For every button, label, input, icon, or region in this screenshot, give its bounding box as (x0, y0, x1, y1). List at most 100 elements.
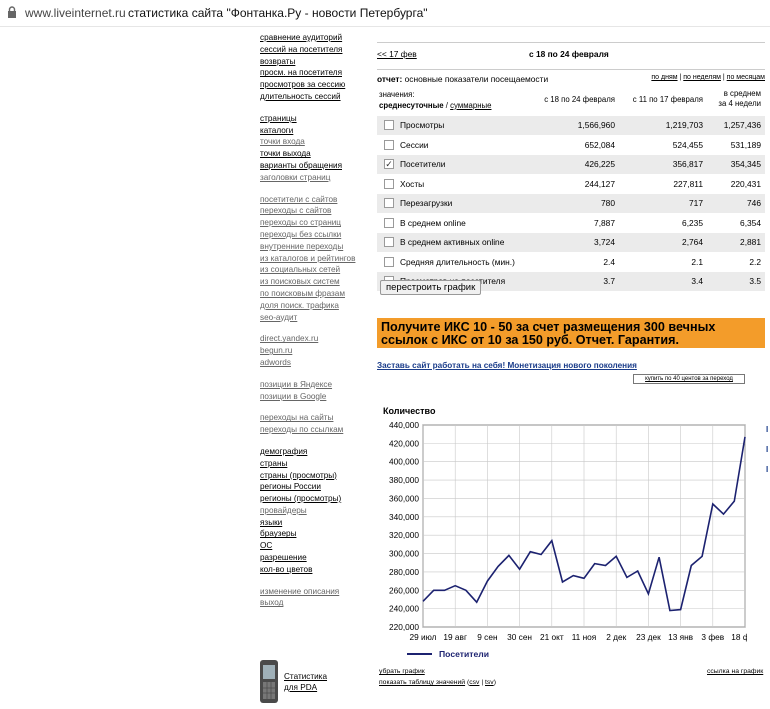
tsv-link[interactable]: tsv (485, 679, 494, 686)
nav-link[interactable]: точки входа (260, 137, 305, 147)
nav-link[interactable]: direct.yandex.ru (260, 334, 319, 344)
row-checkbox[interactable]: ✓ (384, 159, 394, 169)
nav-link[interactable]: seo-аудит (260, 312, 298, 322)
nav-link[interactable]: внутренние переходы (260, 241, 344, 251)
prev-period-link[interactable]: << 17 фев (377, 49, 417, 59)
nav-link[interactable]: сравнение аудиторий (260, 33, 343, 42)
y-tick-label: 300,000 (389, 549, 419, 559)
csv-link[interactable]: csv (469, 679, 480, 686)
address-bar[interactable]: www.liveinternet.ru статистика сайта "Фо… (0, 0, 770, 27)
nav-link[interactable]: переходы на сайты (260, 413, 334, 423)
buy-link[interactable]: купить по 40 центов за переход (633, 374, 745, 384)
nav-link[interactable]: просм. на посетителя (260, 68, 342, 78)
nav-link[interactable]: возвраты (260, 56, 296, 66)
row-checkbox[interactable] (384, 256, 394, 267)
row-checkbox[interactable] (384, 120, 394, 130)
nav-link[interactable]: begun.ru (260, 346, 293, 356)
row-checkbox[interactable] (384, 139, 394, 150)
nav-link[interactable]: посетители с сайтов (260, 194, 338, 204)
nav-group: посетители с сайтов переходы с сайтов пере… (260, 194, 370, 324)
nav-link[interactable]: регионы России (260, 482, 321, 492)
nav-link[interactable]: из каталогов и рейтингов (260, 253, 356, 263)
table-row: Просмотры 1,566,960 1,219,703 1,257,436 (377, 115, 765, 135)
nav-link[interactable]: заголовки страниц (260, 172, 331, 182)
nav-link[interactable]: страны (просмотры) (260, 470, 337, 480)
chart-svg: 220,000 240,000 260,000 280,000 300,000 320,0… (383, 406, 759, 659)
row-checkbox[interactable] (384, 217, 394, 228)
nav-link[interactable]: демография (260, 446, 308, 456)
hide-chart-link[interactable]: убрать график (379, 668, 425, 675)
nav-link[interactable]: доля поиск. трафика (260, 300, 339, 310)
nav-link[interactable]: провайдеры (260, 505, 307, 515)
ad-banner[interactable]: Получите ИКС 10 - 50 за счет размещения … (377, 318, 765, 348)
by-week-link[interactable]: по неделям (683, 74, 721, 81)
value-current: 652,084 (584, 139, 615, 150)
nav-link[interactable]: кол-во цветов (260, 564, 313, 574)
value-prev: 3.4 (691, 276, 703, 286)
nav-link[interactable]: изменение описания (260, 586, 340, 596)
nav-link[interactable]: переходы по ссылкам (260, 425, 344, 435)
nav-link[interactable]: из поисковых систем (260, 277, 340, 287)
nav-link[interactable]: переходы со страниц (260, 218, 341, 228)
nav-link[interactable]: страны (260, 458, 288, 468)
x-tick-label: 11 ноя (572, 632, 597, 642)
current-period: с 18 по 24 февраля (529, 49, 609, 59)
pda-label-1[interactable]: Статистика (284, 672, 328, 681)
nav-link[interactable]: позиции в Google (260, 391, 327, 401)
nav-link[interactable]: переходы с сайтов (260, 206, 332, 216)
nav-link[interactable]: страницы (260, 113, 297, 123)
by-month-link[interactable]: по месяцам (726, 74, 765, 81)
pda-label-2[interactable]: для PDA (284, 683, 318, 692)
table-body: Просмотры 1,566,960 1,219,703 1,257,436 Сесс… (377, 115, 765, 291)
nav-link[interactable]: adwords (260, 357, 291, 367)
x-tick-label: 21 окт (540, 632, 564, 642)
nav-link[interactable]: регионы (просмотры) (260, 494, 342, 504)
nav-link[interactable]: браузеры (260, 529, 297, 539)
nav-link[interactable]: по поисковым фразам (260, 288, 345, 298)
report-name: основные показатели посещаемости (402, 74, 549, 84)
nav-link[interactable]: языки (260, 517, 283, 527)
value-average: 531,189 (730, 139, 761, 150)
nav-link[interactable]: разрешение (260, 553, 307, 563)
table-row: Перезагрузки 780 717 746 (377, 193, 765, 213)
row-checkbox[interactable] (384, 178, 394, 189)
nav-link[interactable]: переходы без ссылки (260, 229, 342, 239)
nav-link[interactable]: сессий на посетителя (260, 44, 343, 54)
paren-close: ) (493, 679, 496, 686)
monetize-link[interactable]: Заставь сайт работать на себя! Монетизац… (377, 361, 637, 370)
x-tick-label: 13 янв (668, 632, 694, 642)
y-tick-label: 340,000 (389, 512, 419, 522)
values-mode: значения: среднесуточные / суммарные (379, 89, 491, 111)
table-row: Хосты 244,127 227,811 220,431 (377, 173, 765, 194)
row-checkbox[interactable] (384, 198, 394, 208)
nav-link[interactable]: позиции в Яндексе (260, 379, 333, 389)
col-average-2: за 4 недели (718, 98, 761, 108)
row-name: В среднем online (400, 217, 466, 228)
values-label: значения: (379, 90, 415, 99)
rebuild-chart-button[interactable]: перестроить график (380, 280, 482, 295)
nav-link[interactable]: каталоги (260, 125, 294, 135)
value-current: 780 (601, 198, 615, 208)
total-mode-link[interactable]: суммарные (450, 101, 492, 110)
value-average: 1,257,436 (723, 120, 761, 130)
nav-link[interactable]: длительность сессий (260, 91, 341, 101)
y-tick-label: 440,000 (389, 420, 419, 430)
row-checkbox[interactable] (384, 237, 394, 247)
value-average: 2,881 (740, 237, 761, 247)
nav-link[interactable]: варианты обращения (260, 160, 342, 170)
chart-link[interactable]: ссылка на график (707, 668, 764, 675)
value-current: 3.7 (603, 276, 615, 286)
daily-mode[interactable]: среднесуточные (379, 101, 444, 110)
nav-link[interactable]: из социальных сетей (260, 265, 341, 275)
value-prev: 717 (689, 198, 703, 208)
x-tick-label: 3 фев (701, 632, 724, 642)
nav-link[interactable]: ОС (260, 541, 273, 551)
show-table-link[interactable]: показать таблицу значений (379, 679, 466, 686)
x-tick-label: 2 дек (606, 632, 626, 642)
by-day-link[interactable]: по дням (651, 74, 678, 81)
ad-line-2: ссылок с ИКС от 10 за 150 руб. Отчет. Га… (381, 332, 679, 347)
stats-table: значения: среднесуточные / суммарные с 1… (377, 89, 765, 291)
nav-link[interactable]: выход (260, 598, 284, 608)
nav-link[interactable]: просмотров за сессию (260, 80, 346, 90)
nav-link[interactable]: точки выхода (260, 149, 311, 159)
